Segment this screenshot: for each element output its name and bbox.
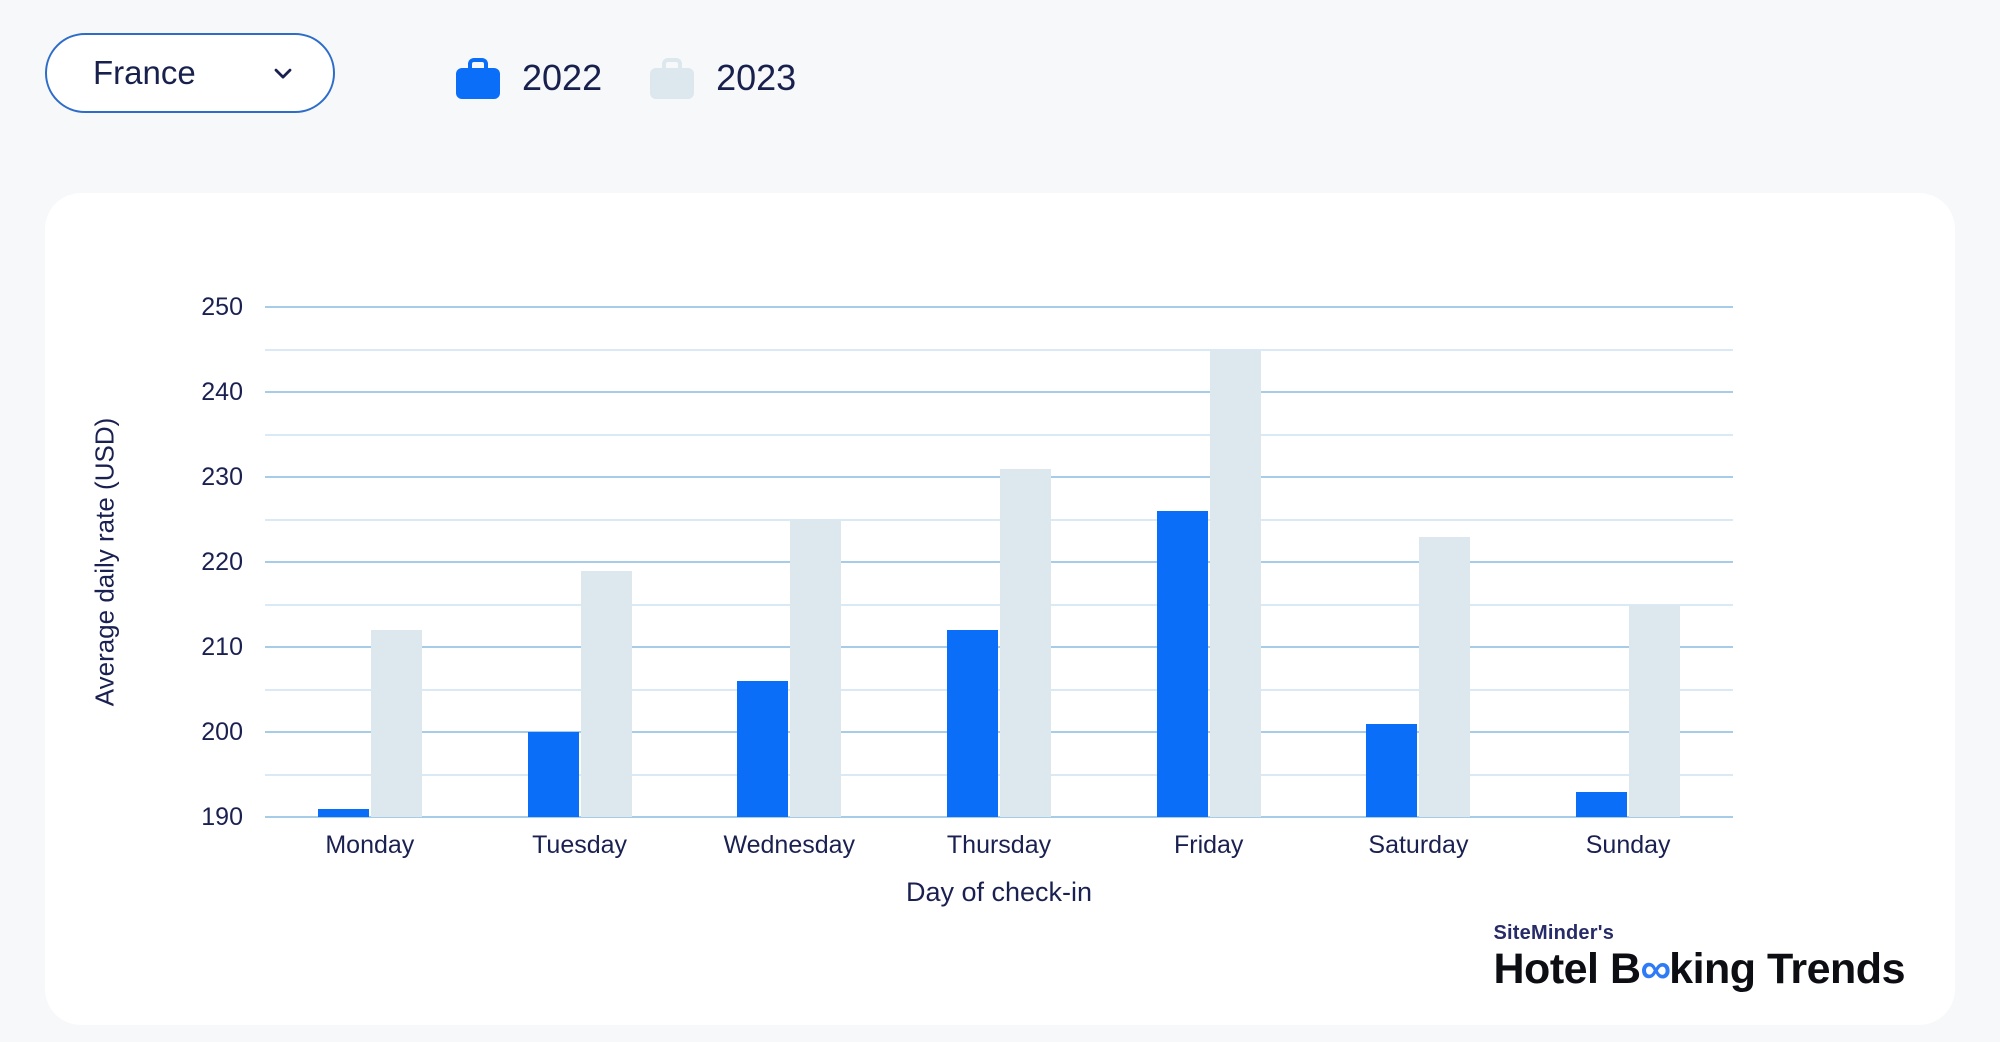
briefcase-icon (650, 57, 695, 99)
grid-line-205 (265, 688, 1733, 691)
grid-line-240 (265, 391, 1733, 393)
grid-line-245 (265, 348, 1733, 351)
x-label-wednesday: Wednesday (723, 831, 856, 859)
chart-legend: 2022 2023 (456, 42, 796, 114)
chart-card: Average daily rate (USD) 190 200 210 220 230… (45, 193, 1955, 1025)
country-select[interactable]: France (45, 33, 335, 113)
logo-big-text: Hotel B∞king Trends (1493, 945, 1906, 993)
bar-2023-saturday[interactable] (1419, 536, 1471, 817)
x-axis-title: Day of check-in (905, 877, 1093, 907)
bar-2023-tuesday[interactable] (580, 570, 632, 817)
x-label-monday: Monday (325, 831, 415, 859)
bar-2022-friday[interactable] (1156, 511, 1208, 817)
y-tick-210: 210 (201, 633, 243, 661)
bar-2023-thursday[interactable] (1000, 468, 1051, 817)
y-tick-240: 240 (201, 378, 243, 406)
legend-item-2022[interactable]: 2022 (456, 57, 602, 99)
bar-2022-monday[interactable] (317, 808, 369, 817)
legend-item-2023[interactable]: 2023 (650, 57, 796, 99)
bar-2022-wednesday[interactable] (737, 681, 789, 817)
y-tick-250: 250 (201, 293, 243, 321)
plot-area: 190 200 210 220 230 240 250 Monday Tuesday Wednes… (201, 294, 1733, 859)
grid-line-230 (265, 476, 1733, 478)
legend-label: 2023 (716, 57, 797, 98)
y-tick-200: 200 (201, 718, 243, 746)
bar-2023-sunday[interactable] (1629, 604, 1681, 817)
x-label-saturday: Saturday (1368, 831, 1469, 859)
grid-line-225 (265, 518, 1733, 521)
bar-2022-sunday[interactable] (1576, 791, 1628, 817)
grid-line-190 (265, 816, 1733, 818)
siteminder-logo: SiteMinder's Hotel B∞king Trends (1494, 922, 1906, 993)
bar-2022-saturday[interactable] (1366, 723, 1418, 817)
y-tick-190: 190 (201, 803, 243, 831)
x-label-sunday: Sunday (1585, 831, 1671, 859)
bar-2023-friday[interactable] (1209, 349, 1261, 817)
grid-line-215 (265, 603, 1733, 606)
bar-2023-monday[interactable] (370, 630, 422, 817)
chevron-down-icon (269, 59, 297, 87)
legend-label: 2022 (522, 57, 603, 98)
y-axis-title: Average daily rate (USD) (89, 417, 120, 707)
y-tick-220: 220 (201, 548, 243, 576)
x-label-tuesday: Tuesday (532, 831, 628, 859)
bar-2023-wednesday[interactable] (790, 519, 842, 817)
bar-2022-thursday[interactable] (947, 630, 998, 817)
grid-line-235 (265, 433, 1733, 436)
x-label-thursday: Thursday (946, 831, 1052, 859)
grid-line-250 (265, 306, 1733, 308)
country-select-value: France (93, 54, 196, 91)
y-tick-230: 230 (201, 463, 243, 491)
grid-line-195 (265, 773, 1733, 776)
x-label-friday: Friday (1173, 831, 1244, 859)
infinity-icon: ∞ (1640, 945, 1672, 993)
grid-line-220 (265, 561, 1733, 563)
bar-2022-tuesday[interactable] (527, 732, 579, 817)
grid-line-210 (265, 646, 1733, 648)
briefcase-icon (456, 57, 500, 99)
grid-line-200 (265, 731, 1733, 733)
logo-small-text: SiteMinder's (1493, 922, 1615, 944)
